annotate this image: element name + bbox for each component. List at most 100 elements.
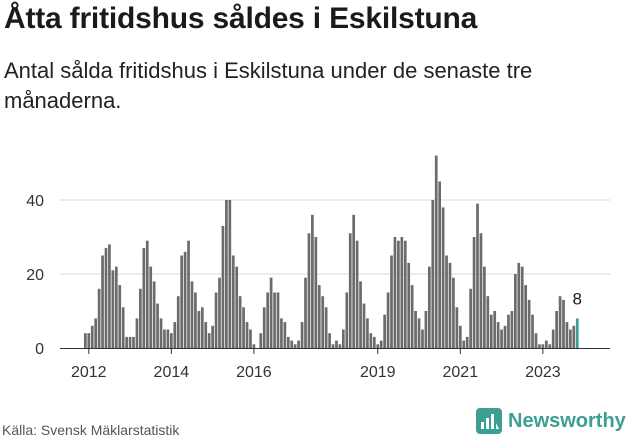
bar	[242, 307, 245, 348]
bar	[421, 329, 424, 348]
x-tick-label: 2012	[71, 364, 107, 381]
bar	[273, 292, 276, 348]
bar	[386, 292, 390, 348]
bar	[214, 292, 218, 348]
bar	[342, 329, 345, 348]
bar	[328, 333, 331, 348]
bar	[355, 240, 359, 348]
bar	[118, 285, 122, 348]
bar	[152, 281, 156, 348]
bar	[317, 285, 321, 348]
bar	[300, 322, 304, 348]
bar	[448, 262, 452, 348]
bar	[569, 329, 572, 348]
bar	[514, 274, 517, 348]
bar	[520, 266, 524, 348]
bar	[407, 262, 411, 348]
bar	[400, 237, 404, 348]
bar	[362, 303, 366, 348]
bar	[558, 296, 562, 348]
bar	[434, 155, 438, 348]
bar	[238, 296, 242, 348]
bar	[170, 333, 173, 348]
bar	[180, 255, 184, 348]
bar	[187, 240, 190, 348]
bar	[94, 318, 98, 348]
bar	[173, 322, 177, 348]
y-axis-ticks: 0 20 40	[26, 193, 44, 358]
bar	[424, 311, 428, 348]
bar	[269, 277, 273, 348]
bar	[197, 311, 201, 348]
x-tick-label: 2014	[154, 364, 190, 381]
bar	[507, 314, 510, 348]
bar	[551, 329, 555, 348]
bar	[452, 277, 455, 348]
x-tick-label: 2019	[360, 364, 396, 381]
bar	[262, 307, 266, 348]
bar	[572, 325, 576, 348]
bar	[87, 333, 91, 348]
bar	[176, 296, 180, 348]
brand-logo[interactable]: Newsworthy	[476, 406, 626, 436]
bar	[393, 237, 397, 348]
bar	[414, 311, 417, 348]
bar	[503, 325, 507, 348]
bar	[183, 251, 187, 348]
bar	[352, 214, 356, 348]
bar	[132, 336, 135, 348]
bar	[149, 266, 153, 348]
bar	[190, 281, 194, 348]
bar	[128, 336, 132, 348]
bar	[139, 288, 142, 348]
bar	[276, 292, 280, 348]
bar-highlighted	[575, 318, 579, 348]
bar	[445, 255, 448, 348]
bar	[366, 318, 369, 348]
bar	[462, 340, 466, 348]
bar	[207, 333, 211, 348]
bar	[348, 233, 352, 348]
bar	[166, 329, 170, 348]
bar	[472, 237, 476, 348]
bar	[538, 344, 541, 348]
bar	[218, 277, 221, 348]
bar	[493, 311, 497, 348]
bar	[338, 344, 342, 348]
bar	[84, 333, 87, 348]
bar	[369, 333, 373, 348]
bar	[111, 270, 115, 348]
bar	[465, 336, 469, 348]
y-tick-label: 0	[35, 341, 44, 358]
y-tick-label: 20	[26, 267, 44, 284]
bar	[114, 266, 118, 348]
chart-subtitle: Antal sålda fritidshus i Eskilstuna unde…	[4, 58, 533, 113]
bar	[135, 318, 139, 348]
bar	[211, 325, 214, 348]
bar	[145, 240, 149, 348]
bar	[200, 307, 204, 348]
bar	[286, 336, 290, 348]
bar	[469, 288, 472, 348]
bar	[397, 240, 400, 348]
bar	[307, 233, 311, 348]
bar	[221, 225, 225, 348]
brand-name: Newsworthy	[508, 409, 626, 432]
bar	[562, 299, 565, 348]
bar	[204, 322, 208, 348]
x-axis-ticks: 2012 2014 2016 2019 2021 2023	[71, 348, 561, 381]
x-tick-label: 2021	[443, 364, 479, 381]
last-value-label: 8	[573, 289, 582, 308]
bar	[417, 318, 421, 348]
bar	[527, 299, 531, 348]
bar	[565, 322, 569, 348]
bar	[531, 314, 534, 348]
bar	[376, 344, 380, 348]
bar	[304, 277, 307, 348]
bar	[458, 325, 462, 348]
bar	[403, 240, 407, 348]
bar	[483, 266, 486, 348]
bar	[245, 322, 249, 348]
bar	[97, 288, 101, 348]
annotation: 8	[573, 289, 582, 308]
